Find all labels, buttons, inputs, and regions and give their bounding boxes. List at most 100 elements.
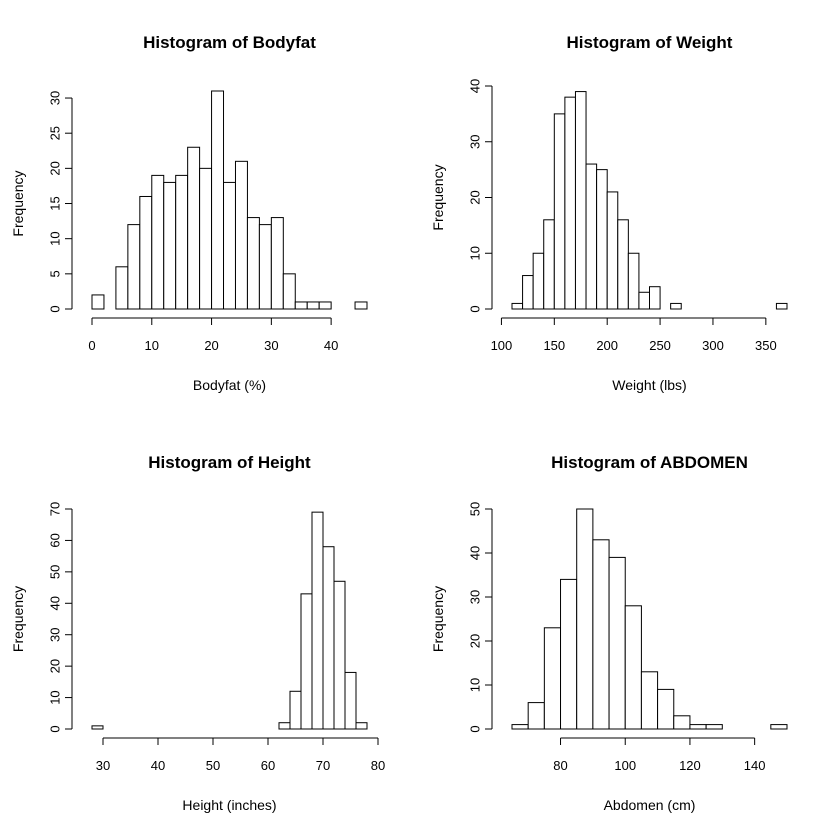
histogram-bar — [775, 302, 788, 310]
histogram-panel-3: Histogram of Height 0 10 20 30 40 50 60 70 30 40 50… — [10, 453, 385, 813]
x-tick-label: 70 — [316, 758, 330, 773]
histogram-bar — [333, 580, 346, 730]
x-axis-label: Abdomen (cm) — [604, 797, 696, 813]
histogram-bar — [234, 160, 248, 310]
histogram-bar — [705, 724, 723, 730]
x-tick-label: 50 — [206, 758, 220, 773]
x-tick-label: 60 — [261, 758, 275, 773]
x-tick-label: 30 — [96, 758, 110, 773]
y-tick-label: 10 — [48, 231, 63, 245]
histogram-bar — [270, 217, 284, 310]
y-tick-label: 50 — [468, 502, 483, 516]
histogram-bar — [689, 724, 707, 730]
histogram-bar — [564, 96, 576, 310]
x-axis-label: Weight (lbs) — [612, 377, 686, 393]
x-tick-label: 120 — [679, 758, 701, 773]
y-tick-label: 20 — [48, 161, 63, 175]
histogram-bar — [211, 90, 225, 310]
x-tick-label: 0 — [88, 338, 95, 353]
histogram-bar — [318, 301, 332, 310]
histogram-bar — [522, 275, 534, 310]
x-tick-label: 100 — [491, 338, 513, 353]
histogram-panel-2: Histogram of Weight 0 10 20 30 40 100 150 200 250… — [430, 33, 788, 393]
y-axis-label: Frequency — [10, 586, 26, 652]
histogram-bar — [151, 174, 165, 310]
y-tick-label: 50 — [48, 565, 63, 579]
histogram-bar — [91, 294, 105, 310]
y-tick-label: 0 — [48, 725, 63, 732]
histogram-bar — [354, 301, 368, 310]
x-tick-label: 10 — [145, 338, 159, 353]
x-tick-label: 40 — [324, 338, 338, 353]
histogram-bar — [311, 511, 324, 730]
x-tick-label: 80 — [371, 758, 385, 773]
histogram-bar — [608, 556, 626, 730]
x-tick-label: 150 — [543, 338, 565, 353]
y-tick-label: 0 — [48, 305, 63, 312]
histogram-bar — [640, 671, 659, 730]
histogram-bar — [199, 167, 213, 310]
y-tick-label: 20 — [468, 634, 483, 648]
y-tick-label: 10 — [48, 690, 63, 704]
chart-title: Histogram of Weight — [567, 33, 733, 52]
y-tick-label: 10 — [468, 678, 483, 692]
x-tick-label: 350 — [755, 338, 777, 353]
y-tick-label: 40 — [48, 596, 63, 610]
y-tick-label: 30 — [48, 627, 63, 641]
histogram-bar — [638, 291, 651, 310]
histogram-bar — [670, 302, 682, 310]
histogram-bar — [592, 539, 610, 730]
histogram-bar — [574, 91, 587, 310]
chart-title: Histogram of Bodyfat — [143, 33, 316, 52]
histogram-bar — [657, 688, 675, 730]
y-tick-label: 40 — [468, 79, 483, 93]
y-tick-label: 30 — [468, 135, 483, 149]
chart-title: Histogram of ABDOMEN — [551, 453, 748, 472]
histogram-bar — [553, 113, 566, 310]
histogram-bar — [617, 219, 629, 310]
histogram-bar — [596, 169, 608, 310]
histogram-bar — [543, 627, 562, 730]
histogram-bar — [115, 266, 129, 310]
histogram-bar — [278, 722, 291, 730]
histogram-bar — [91, 725, 104, 730]
x-tick-label: 40 — [151, 758, 165, 773]
y-tick-label: 20 — [468, 190, 483, 204]
y-tick-label: 5 — [48, 270, 63, 277]
histogram-bar — [585, 163, 598, 310]
histogram-bar — [187, 146, 201, 310]
histogram-bar — [300, 593, 313, 730]
histogram-bar — [223, 181, 236, 310]
x-axis-label: Height (inches) — [182, 797, 276, 813]
x-axis-label: Bodyfat (%) — [193, 377, 266, 393]
y-axis-label: Frequency — [430, 164, 446, 230]
histogram-bar — [511, 302, 524, 310]
histogram-bar — [627, 252, 640, 310]
y-tick-label: 40 — [468, 546, 483, 560]
y-tick-label: 70 — [48, 502, 63, 516]
histogram-bar — [770, 724, 788, 730]
y-tick-label: 30 — [468, 590, 483, 604]
y-tick-label: 10 — [468, 246, 483, 260]
x-tick-label: 30 — [264, 338, 278, 353]
histogram-bar — [606, 191, 619, 310]
histogram-bar — [258, 224, 272, 310]
y-tick-label: 60 — [48, 533, 63, 547]
histogram-bar — [163, 181, 177, 310]
histogram-bar — [294, 301, 308, 310]
histogram-bar — [649, 286, 661, 310]
histogram-bar — [527, 702, 545, 730]
y-tick-label: 0 — [468, 305, 483, 312]
histogram-bar — [344, 671, 357, 730]
y-tick-label: 20 — [48, 659, 63, 673]
y-tick-label: 0 — [468, 725, 483, 732]
y-axis-label: Frequency — [430, 586, 446, 652]
histogram-bar — [511, 724, 529, 730]
histogram-bar — [282, 273, 296, 310]
histogram-bar — [139, 195, 153, 310]
x-tick-label: 100 — [614, 758, 636, 773]
histogram-bar — [355, 722, 368, 730]
chart-title: Histogram of Height — [148, 453, 311, 472]
histogram-bar — [246, 217, 260, 310]
x-tick-label: 250 — [649, 338, 671, 353]
